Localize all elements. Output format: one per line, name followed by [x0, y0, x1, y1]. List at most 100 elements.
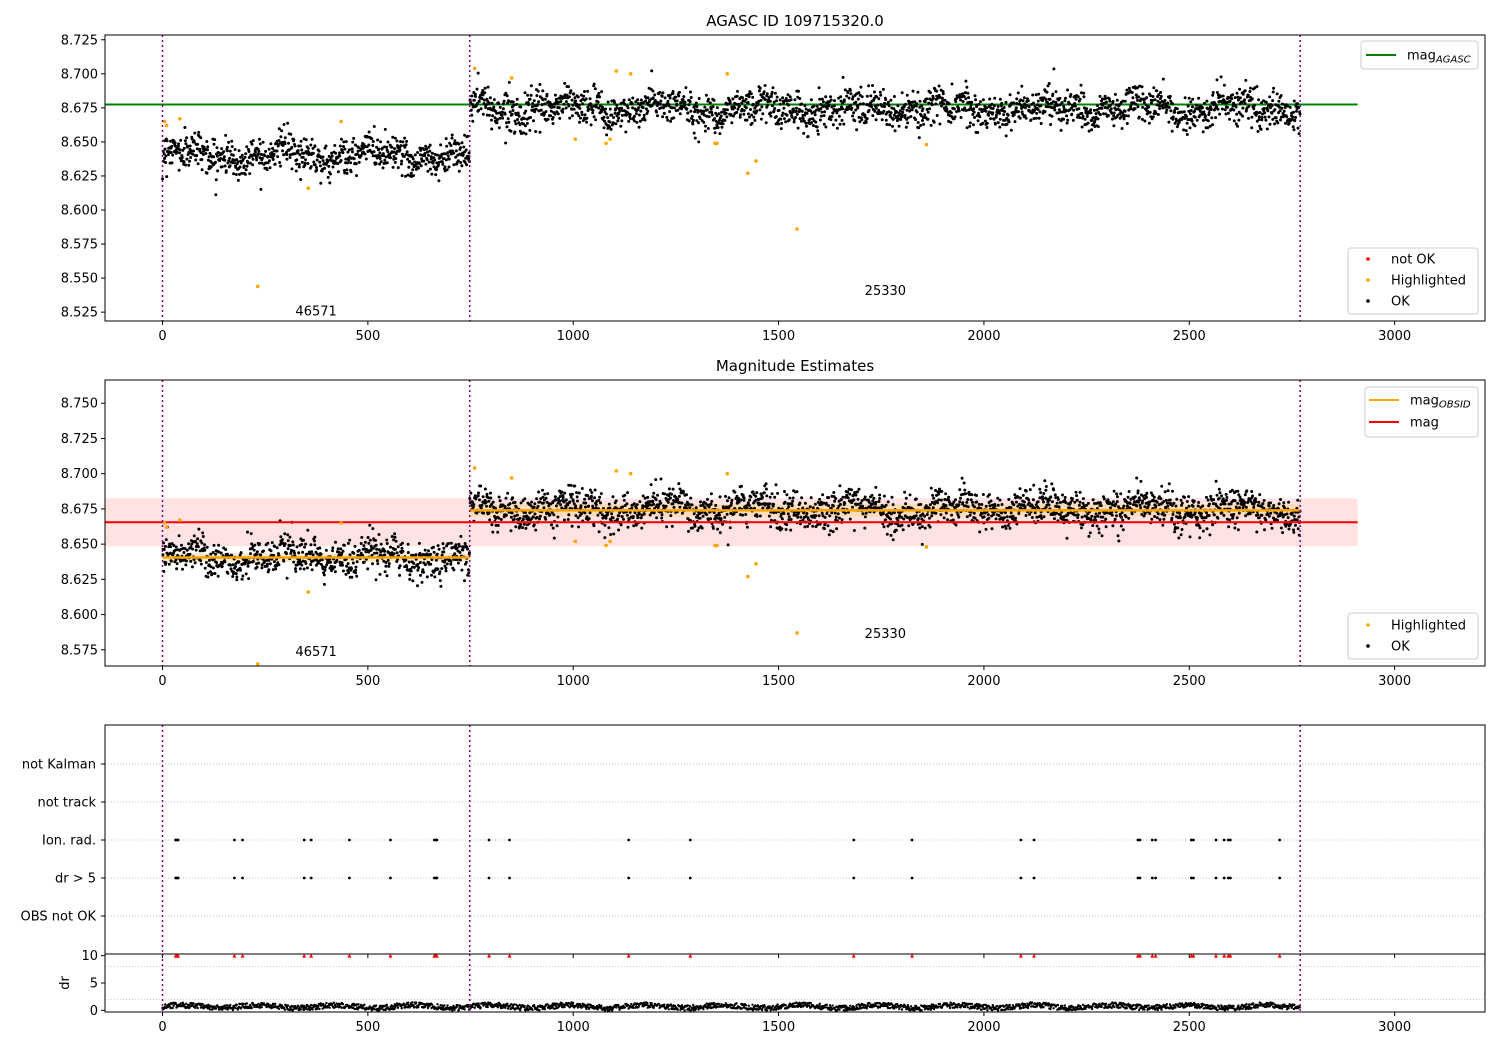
panel-3-axes: OBS not OK dr > 5 Ion. rad. not track not Ka… — [21, 758, 1396, 958]
x-tick-label: 3000 — [1378, 329, 1411, 344]
flag-point — [309, 838, 313, 842]
x-tick-label: 1500 — [762, 674, 795, 689]
flag-point — [1189, 838, 1193, 842]
highlighted-point — [339, 521, 343, 525]
flag-point — [232, 876, 236, 880]
dr-clipped-marker — [434, 953, 439, 958]
y-tick-label: 8.650 — [61, 135, 98, 150]
flag-point — [1222, 876, 1226, 880]
dr-point-cloud — [161, 1001, 1301, 1012]
dr-clipped-marker — [910, 953, 915, 958]
flag-point — [1278, 838, 1282, 842]
flag-point — [1150, 876, 1154, 880]
flag-point — [1214, 838, 1218, 842]
y-tick-label: 8.550 — [61, 272, 98, 287]
y-tick-label: 8.600 — [61, 204, 98, 219]
flag-point — [241, 838, 244, 842]
flag-point — [627, 838, 631, 842]
highlighted-point — [614, 469, 619, 473]
flag-point — [302, 838, 306, 842]
dr-clipped-marker — [302, 953, 307, 958]
highlighted-point — [573, 539, 578, 544]
flag-point — [1191, 876, 1195, 880]
flag-point — [1154, 876, 1158, 880]
dr-clipped-marker — [309, 953, 314, 958]
x-tick-label: 500 — [355, 329, 380, 344]
flag-category-label: OBS not OK — [21, 910, 97, 925]
highlighted-point — [255, 662, 260, 666]
flag-point — [852, 876, 856, 880]
x-tick-label: 1500 — [762, 329, 795, 344]
highlighted-point — [924, 545, 929, 549]
flag-point — [487, 876, 491, 880]
y-tick-label: 10 — [81, 949, 98, 964]
flag-point — [1228, 876, 1232, 880]
legend-frame — [1347, 247, 1479, 315]
x-tick-label: 2500 — [1173, 674, 1206, 689]
flag-category-label: not track — [37, 796, 96, 811]
flag-point — [435, 876, 439, 880]
panel-1-title: AGASC ID 109715320.0 — [706, 12, 884, 30]
flags-panel: OBS not OK dr > 5 Ion. rad. not track not Ka… — [21, 724, 1486, 958]
y-tick-label: 8.675 — [61, 502, 98, 517]
x-tick-label: 500 — [355, 1020, 380, 1035]
flag-point — [232, 838, 236, 842]
x-tick-label: 1000 — [557, 1020, 590, 1035]
x-tick-label: 2000 — [967, 1020, 1000, 1035]
highlighted-point — [573, 137, 578, 141]
flag-point — [1226, 838, 1230, 842]
dr-clipped-marker — [1277, 953, 1282, 958]
highlighted-point — [628, 72, 633, 76]
legend-label: OK — [1391, 295, 1410, 310]
dr-clipped-marker — [1228, 953, 1233, 958]
agasc-magnitude-panel: AGASC ID 109715320.0 46571 25330 0 500 1000… — [61, 12, 1486, 344]
x-tick-label: 3000 — [1378, 674, 1411, 689]
y-tick-label: 8.525 — [61, 306, 98, 321]
dr-clipped-marker — [1213, 953, 1218, 958]
y-tick-label: 8.700 — [61, 67, 98, 82]
highlighted-point — [715, 141, 719, 146]
highlighted-point — [255, 284, 260, 289]
flag-category-label: Ion. rad. — [42, 834, 96, 849]
y-tick-label: 5 — [90, 977, 98, 992]
y-tick-label: 8.650 — [61, 538, 98, 553]
flag-point — [1032, 876, 1036, 880]
y-tick-label: 8.625 — [61, 169, 98, 184]
dr-clipped-marker — [626, 953, 631, 958]
flag-point — [487, 838, 491, 842]
legend-subscript: OBSID — [1439, 400, 1471, 411]
y-tick-label: 8.575 — [61, 238, 98, 253]
dr-clipped-marker — [347, 953, 352, 958]
y-tick-label: 8.600 — [61, 608, 98, 623]
flag-point — [910, 838, 914, 842]
flag-point — [910, 876, 914, 880]
highlighted-point — [754, 159, 758, 163]
legend-dot-swatch — [1366, 278, 1370, 282]
panel-1-axes: 0 500 1000 1500 2000 2500 3000 8.525 8.550 8.575 8… — [61, 33, 1411, 344]
legend-label: mag — [1410, 416, 1439, 431]
flag-point — [241, 876, 244, 880]
flag-point — [1278, 876, 1282, 880]
y-tick-label: 8.575 — [61, 643, 98, 658]
flag-point — [1136, 838, 1140, 842]
highlighted-point — [795, 227, 799, 231]
legend-frame — [1360, 40, 1479, 70]
legend-dot-swatch — [1366, 623, 1370, 627]
x-tick-label: 500 — [355, 674, 380, 689]
flag-point — [389, 838, 392, 842]
highlighted-point — [164, 525, 169, 530]
flag-point — [627, 876, 631, 880]
dr-clipped-marker — [1153, 953, 1158, 958]
panel-1-plot-area: 46571 25330 — [105, 35, 1358, 321]
flag-category-label: not Kalman — [22, 758, 96, 773]
highlighted-point — [472, 66, 477, 71]
dr-clipped-marker — [507, 953, 512, 958]
x-tick-label: 1000 — [557, 329, 590, 344]
x-tick-label: 1500 — [762, 1020, 795, 1035]
x-tick-label: 1000 — [557, 674, 590, 689]
highlighted-point — [339, 119, 343, 124]
obsid-label: 46571 — [295, 645, 336, 660]
highlighted-point — [745, 574, 750, 579]
panel-1-frame — [104, 34, 1486, 322]
